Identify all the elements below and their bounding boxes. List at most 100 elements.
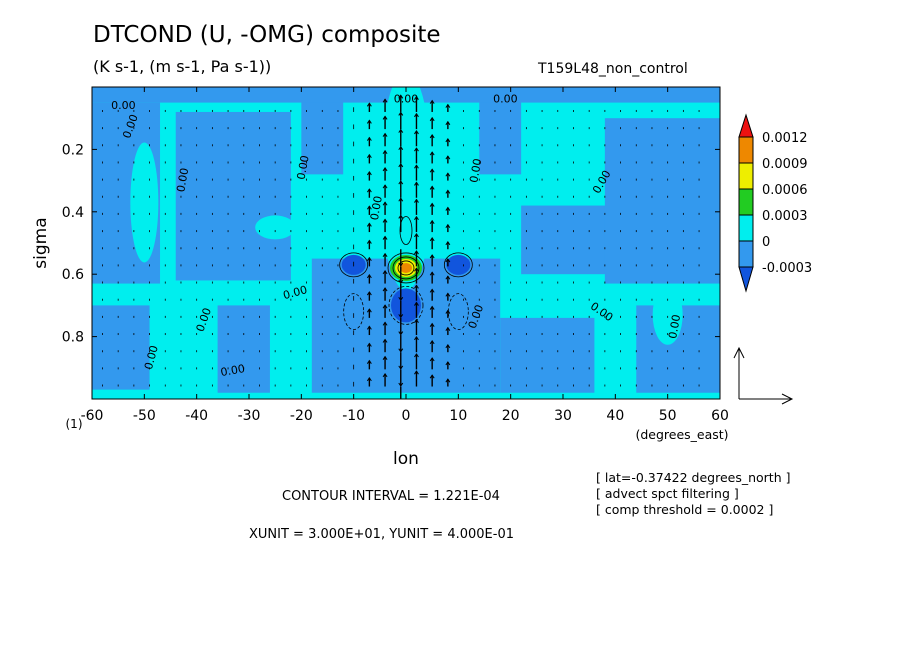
vector-arrowhead	[398, 314, 404, 319]
colorbar-label: 0	[762, 235, 770, 250]
colorbar-label: 0.0009	[762, 157, 808, 172]
vector-arrowhead	[382, 338, 388, 343]
neg-core-east	[446, 254, 471, 275]
pos-patch-right-column	[448, 114, 469, 235]
vector-arrowhead	[366, 359, 372, 364]
colorbar-swatch	[738, 162, 754, 190]
vector-arrowhead	[429, 116, 435, 122]
vector-units: XUNIT = 3.000E+01, YUNIT = 4.000E-01	[249, 527, 514, 542]
contour-line	[388, 285, 424, 325]
vector-arrowhead	[382, 115, 388, 120]
contour-line	[339, 252, 369, 278]
run-label: T159L48_non_control	[538, 61, 688, 77]
contour-label: 0.00	[111, 99, 136, 112]
vector-arrowhead	[429, 151, 435, 156]
vector-arrowhead	[429, 357, 435, 362]
vector-arrowhead	[366, 342, 372, 347]
vector-arrowhead	[382, 287, 388, 292]
vector-arrowhead	[366, 222, 372, 227]
vector-arrowhead	[382, 149, 388, 155]
vector-arrowhead	[382, 321, 388, 326]
contour-line	[387, 252, 425, 284]
vector-arrowhead	[429, 339, 435, 345]
vector-arrowhead	[382, 372, 388, 378]
vector-arrowhead	[382, 132, 388, 137]
vector-arrowhead	[366, 239, 372, 244]
vector-arrowhead	[429, 237, 435, 242]
vector-arrowhead	[399, 400, 403, 403]
vector-arrowhead	[445, 292, 451, 297]
vector-arrowhead	[366, 102, 372, 107]
contour-line	[343, 293, 365, 331]
neg-region-e-low	[500, 317, 595, 393]
contour-label: 0.00	[467, 157, 484, 183]
vector-arrowhead	[429, 202, 435, 207]
x-tick-label: 30	[554, 408, 572, 424]
x-axis-units: (degrees_east)	[635, 427, 728, 442]
pos-patch-center-column	[380, 87, 432, 291]
vector-arrowhead	[414, 130, 419, 135]
x-tick-label: 50	[659, 408, 677, 424]
contour-label: 0.00	[666, 313, 683, 339]
vector-arrowhead	[414, 267, 419, 272]
x-tick-label: -50	[133, 408, 156, 424]
vector-arrowhead	[445, 223, 451, 229]
vector-arrowhead	[445, 138, 451, 143]
vector-arrowhead	[366, 291, 372, 296]
vector-arrowhead	[382, 201, 388, 206]
vector-arrowhead	[445, 343, 451, 349]
colorbar-label: 0.0003	[762, 209, 808, 224]
y-tick-label: 0.6	[62, 267, 84, 283]
vector-arrowhead	[414, 284, 419, 289]
vector-arrowhead	[398, 145, 404, 151]
vector-arrowhead	[382, 355, 388, 360]
vector-arrowhead	[398, 296, 404, 302]
vector-arrowhead	[429, 254, 435, 259]
pos-patch-east-upper	[532, 109, 573, 190]
contour-label: 0.00	[282, 283, 309, 302]
vector-arrowhead	[429, 168, 435, 173]
contour-line	[447, 293, 469, 331]
x-tick-label: 0	[402, 408, 411, 424]
vector-arrowhead	[445, 378, 451, 383]
x-tick-label: 10	[449, 408, 467, 424]
x-tick-label: -60	[81, 408, 104, 424]
vector-arrowhead	[445, 172, 451, 177]
contour-label: 0.00	[142, 344, 161, 371]
vector-arrowhead	[414, 301, 419, 306]
vector-arrowhead	[382, 98, 388, 103]
pos-patch-west-low	[180, 296, 213, 377]
vector-arrowhead	[429, 374, 435, 379]
info-line-lat: [ lat=-0.37422 degrees_north ]	[596, 470, 791, 485]
vector-arrowhead	[398, 111, 404, 116]
vector-arrowhead	[445, 326, 451, 331]
neg-core-center-low	[391, 288, 421, 323]
y-tick-label: 0.2	[62, 142, 84, 158]
vector-arrowhead	[366, 205, 372, 210]
pos-patch-east	[652, 284, 683, 345]
vector-arrowhead	[429, 288, 435, 293]
colorbar-triangle-top	[738, 113, 754, 138]
vector-arrowhead	[366, 153, 372, 159]
contour-label: 0.00	[174, 167, 191, 193]
contour-label: 0.00	[295, 154, 312, 180]
vector-arrowhead	[414, 215, 419, 221]
vector-arrowhead	[398, 163, 404, 168]
vector-arrowhead	[445, 206, 451, 211]
vector-arrowhead	[445, 120, 451, 126]
vector-arrowhead	[414, 164, 419, 169]
chart-title: DTCOND (U, -OMG) composite	[93, 22, 441, 48]
vector-arrowhead	[398, 180, 404, 185]
contour-label: 0.00	[394, 93, 419, 106]
contour-label: 0.00	[219, 362, 245, 379]
reference-vector	[733, 346, 794, 405]
neg-region-east-upper	[604, 118, 720, 284]
vector-arrowhead	[366, 136, 372, 141]
pos-core-inner	[400, 262, 412, 273]
x-axis-label: lon	[393, 449, 419, 469]
vector-arrowhead	[445, 189, 451, 194]
vector-arrowhead	[398, 382, 404, 387]
vector-arrowhead	[414, 335, 419, 341]
colorbar-triangle-bottom	[738, 266, 754, 293]
